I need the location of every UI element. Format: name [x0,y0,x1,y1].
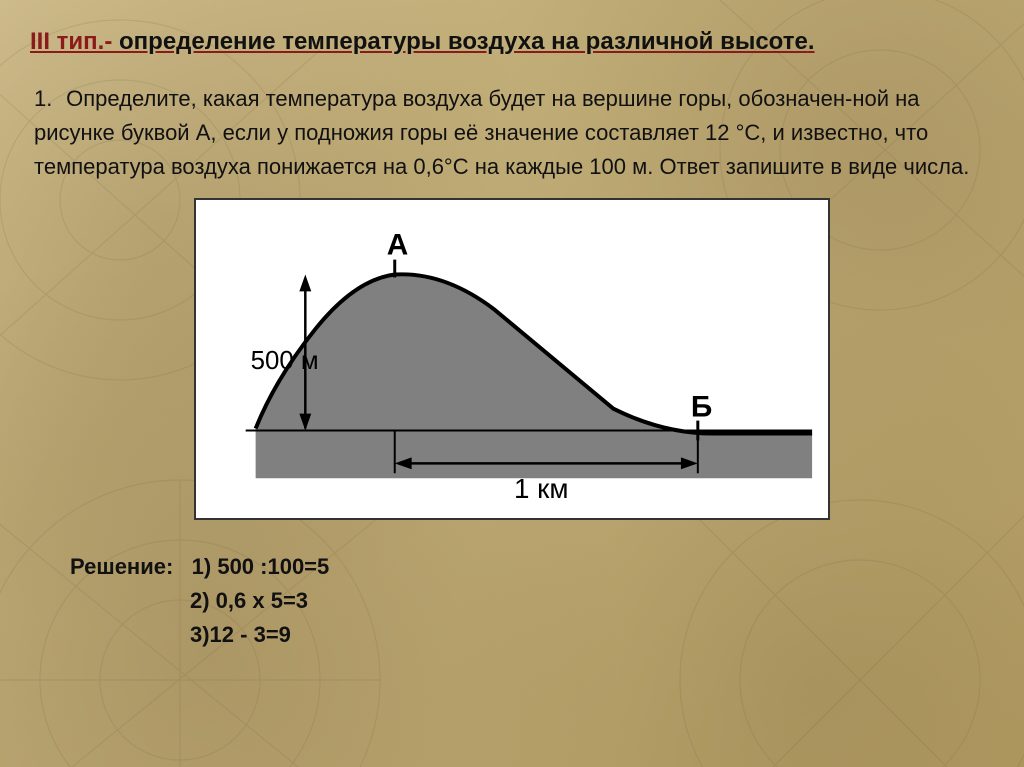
mountain-diagram: 500 м А Б 1 км [196,200,828,518]
solution-label: Решение: [70,550,173,584]
diagram-container: 500 м А Б 1 км [194,198,830,520]
heading: III тип.- определение температуры воздух… [30,28,994,56]
base-label: Б [691,391,712,424]
solution-block: Решение: 1) 500 :100=5 2) 0,6 х 5=3 3)12… [70,550,994,652]
solution-step-1: 1) 500 :100=5 [192,554,330,579]
heading-title: определение температуры воздуха на разли… [119,28,808,55]
question-text: Определите, какая температура воздуха бу… [34,86,969,179]
slide-content: III тип.- определение температуры воздух… [0,0,1024,681]
solution-step-2: 2) 0,6 х 5=3 [190,584,994,618]
question-number: 1. [34,82,60,116]
distance-label: 1 км [514,473,568,504]
question-block: 1. Определите, какая температура воздуха… [34,82,994,184]
peak-label: А [387,229,409,262]
solution-step-3: 3)12 - 3=9 [190,618,994,652]
height-label: 500 м [251,347,319,375]
heading-suffix: . [808,28,815,55]
heading-prefix: III тип.- [30,28,119,55]
